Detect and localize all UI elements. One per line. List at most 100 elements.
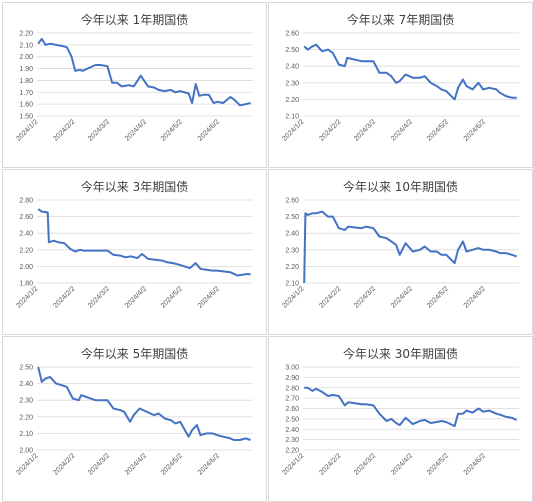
y-tick-label: 2.40 — [19, 381, 33, 388]
y-tick-label: 2.60 — [19, 214, 33, 221]
x-tick-label: 2024/2/2 — [318, 452, 342, 476]
y-tick-label: 1.70 — [19, 90, 33, 97]
y-tick-label: 2.10 — [19, 42, 33, 49]
y-tick-label: 2.30 — [19, 398, 33, 405]
chart-title: 今年以来 30年期国债 — [342, 347, 459, 361]
chart-30y-plot: 2.20 2.30 2.40 2.50 2.60 2.70 2.80 2.90 3.00 2024… — [281, 365, 519, 477]
y-tick-label: 2.40 — [285, 64, 299, 71]
x-tick-label: 2024/6/2 — [197, 118, 221, 142]
y-tick-label: 2.50 — [285, 416, 299, 423]
x-tick-label: 2024/3/2 — [87, 118, 111, 142]
x-tick-label: 2024/1/2 — [15, 285, 39, 309]
x-tick-label: 2024/3/2 — [353, 452, 377, 476]
chart-10y-plot: 2.10 2.20 2.30 2.40 2.50 2.60 2024/1/2 2024/2/2… — [281, 198, 519, 310]
x-tick-label: 2024/5/2 — [426, 285, 450, 309]
x-tick-label: 2024/5/2 — [426, 452, 450, 476]
x-tick-label: 2024/3/2 — [87, 452, 111, 476]
y-tick-label: 2.30 — [285, 437, 299, 444]
y-tick-label: 2.50 — [285, 214, 299, 221]
series-line — [303, 43, 517, 101]
series-line — [37, 208, 251, 277]
x-tick-label: 2024/4/2 — [124, 118, 148, 142]
chart-panel-1y: 今年以来 1年期国债 1.50 1.60 1.70 1.80 1.90 2.00 2.10 2… — [2, 2, 267, 168]
x-tick-label: 2024/5/2 — [160, 452, 184, 476]
chart-title: 今年以来 10年期国债 — [342, 180, 459, 194]
x-tick-label: 2024/2/2 — [52, 118, 76, 142]
chart-1y-plot: 1.50 1.60 1.70 1.80 1.90 2.00 2.10 2.20 2024/1/2… — [15, 31, 253, 143]
x-tick-label: 2024/1/2 — [281, 118, 305, 142]
x-tick-label: 2024/4/2 — [390, 118, 414, 142]
x-tick-label: 2024/3/2 — [353, 285, 377, 309]
y-tick-label: 2.60 — [285, 31, 299, 38]
x-tick-label: 2024/6/2 — [463, 118, 487, 142]
x-tick-label: 2024/4/2 — [390, 452, 414, 476]
chart-title: 今年以来 5年期国债 — [80, 347, 189, 361]
chart-panel-30y: 今年以来 30年期国债 2.20 2.30 2.40 2.50 2.60 2.70 2.80… — [268, 336, 533, 502]
chart-3y-plot: 1.80 2.00 2.20 2.40 2.60 2.80 2024/1/2 2024/2/2… — [15, 198, 253, 310]
x-tick-label: 2024/2/2 — [318, 118, 342, 142]
y-tick-label: 2.40 — [285, 427, 299, 434]
x-tick-label: 2024/2/2 — [52, 452, 76, 476]
y-tick-label: 2.00 — [19, 264, 33, 271]
x-tick-label: 2024/5/2 — [160, 285, 184, 309]
y-tick-label: 2.20 — [285, 264, 299, 271]
series-line — [37, 37, 251, 107]
chart-7y-plot: 2.10 2.20 2.30 2.40 2.50 2.60 2024/1/2 2024/2/2… — [281, 31, 519, 143]
x-tick-label: 2024/3/2 — [353, 118, 377, 142]
x-tick-label: 2024/4/2 — [390, 285, 414, 309]
x-tick-label: 2024/2/2 — [52, 285, 76, 309]
x-tick-label: 2024/6/2 — [463, 452, 487, 476]
x-tick-label: 2024/1/2 — [281, 452, 305, 476]
y-tick-label: 1.80 — [19, 78, 33, 85]
y-tick-label: 2.90 — [285, 375, 299, 382]
y-tick-label: 2.10 — [285, 281, 299, 288]
x-tick-label: 2024/1/2 — [281, 285, 305, 309]
y-tick-label: 2.20 — [285, 448, 299, 455]
y-tick-label: 2.80 — [19, 198, 33, 205]
y-tick-label: 2.20 — [19, 414, 33, 421]
x-tick-label: 2024/6/2 — [463, 285, 487, 309]
y-tick-label: 3.00 — [285, 365, 299, 372]
y-tick-label: 2.00 — [19, 448, 33, 455]
x-tick-label: 2024/2/2 — [318, 285, 342, 309]
y-tick-label: 1.80 — [19, 281, 33, 288]
x-tick-label: 2024/1/2 — [15, 118, 39, 142]
x-tick-label: 2024/1/2 — [15, 452, 39, 476]
series-line — [37, 366, 251, 441]
y-tick-label: 2.30 — [285, 247, 299, 254]
y-tick-label: 2.20 — [285, 97, 299, 104]
series-line — [304, 386, 518, 428]
x-tick-label: 2024/6/2 — [197, 285, 221, 309]
y-tick-label: 2.70 — [285, 396, 299, 403]
x-tick-label: 2024/4/2 — [124, 452, 148, 476]
chart-title: 今年以来 7年期国债 — [346, 13, 455, 27]
y-tick-label: 2.40 — [285, 231, 299, 238]
x-tick-label: 2024/6/2 — [197, 452, 221, 476]
y-tick-label: 2.80 — [285, 385, 299, 392]
y-tick-label: 2.40 — [19, 231, 33, 238]
chart-5y-plot: 2.00 2.10 2.20 2.30 2.40 2.50 2024/1/2 2024/2/2… — [15, 365, 253, 477]
chart-panel-10y: 今年以来 10年期国债 2.10 2.20 2.30 2.40 2.50 2.60 2024… — [268, 169, 533, 335]
x-tick-label: 2024/5/2 — [160, 118, 184, 142]
y-tick-label: 2.10 — [19, 431, 33, 438]
x-tick-label: 2024/3/2 — [87, 285, 111, 309]
y-tick-label: 1.90 — [19, 66, 33, 73]
chart-panel-5y: 今年以来 5年期国债 2.00 2.10 2.20 2.30 2.40 2.50 2024/… — [2, 336, 267, 502]
chart-panel-7y: 今年以来 7年期国债 2.10 2.20 2.30 2.40 2.50 2.60 2024/… — [268, 2, 533, 168]
chart-panel-3y: 今年以来 3年期国债 1.80 2.00 2.20 2.40 2.60 2.80 2024/… — [2, 169, 267, 335]
y-tick-label: 2.50 — [285, 47, 299, 54]
y-tick-label: 2.60 — [285, 406, 299, 413]
y-tick-label: 2.10 — [285, 114, 299, 121]
y-tick-label: 1.50 — [19, 114, 33, 121]
y-tick-label: 2.20 — [19, 31, 33, 38]
y-tick-label: 2.00 — [19, 54, 33, 61]
x-tick-label: 2024/5/2 — [426, 118, 450, 142]
chart-title: 今年以来 1年期国债 — [80, 13, 189, 27]
chart-title: 今年以来 3年期国债 — [80, 180, 189, 194]
series-line — [303, 210, 517, 284]
x-tick-label: 2024/4/2 — [124, 285, 148, 309]
y-tick-label: 1.60 — [19, 102, 33, 109]
y-tick-label: 2.50 — [19, 365, 33, 372]
y-tick-label: 2.30 — [285, 80, 299, 87]
y-tick-label: 2.60 — [285, 198, 299, 205]
